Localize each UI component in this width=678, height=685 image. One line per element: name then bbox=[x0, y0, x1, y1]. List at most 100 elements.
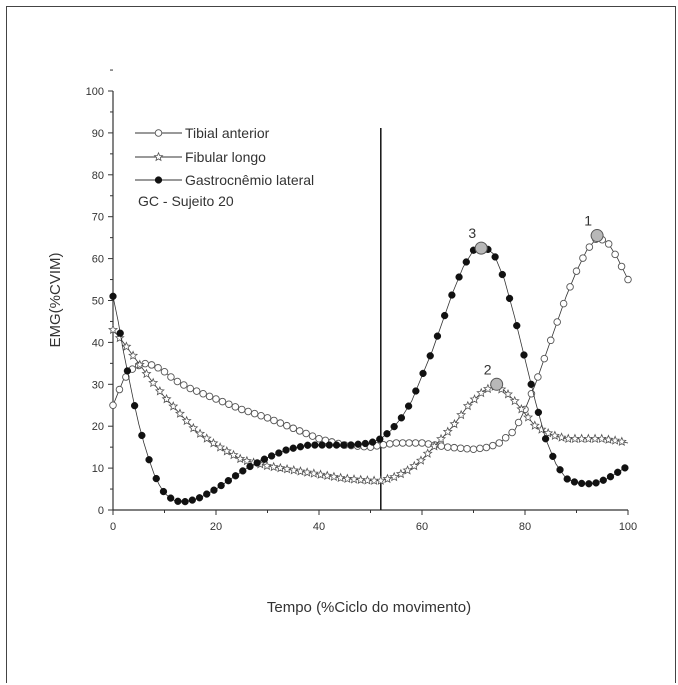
x-tick-label: 60 bbox=[416, 521, 428, 533]
data-point bbox=[289, 444, 297, 452]
x-tick-label: 40 bbox=[313, 521, 325, 533]
data-point bbox=[322, 470, 333, 480]
data-point bbox=[375, 475, 386, 485]
data-point bbox=[397, 414, 406, 422]
data-point bbox=[523, 412, 534, 422]
data-point bbox=[540, 354, 549, 363]
data-point bbox=[563, 475, 571, 483]
data-point bbox=[250, 409, 259, 418]
data-point bbox=[398, 439, 407, 447]
peak-label: 3 bbox=[468, 225, 476, 241]
data-point bbox=[195, 428, 206, 438]
x-tick-label: 80 bbox=[519, 521, 531, 533]
data-point bbox=[424, 440, 433, 448]
data-point bbox=[180, 381, 188, 389]
x-tick-label: 20 bbox=[210, 521, 222, 533]
data-point bbox=[529, 420, 540, 430]
data-point bbox=[148, 377, 159, 388]
data-point bbox=[159, 487, 168, 496]
data-point bbox=[315, 435, 323, 443]
data-point bbox=[335, 472, 346, 483]
data-point bbox=[115, 385, 124, 394]
data-point bbox=[263, 414, 272, 422]
data-point bbox=[534, 373, 542, 381]
data-point bbox=[382, 473, 393, 484]
data-point bbox=[402, 465, 413, 475]
data-point bbox=[516, 403, 527, 414]
data-point bbox=[527, 380, 535, 388]
data-point bbox=[603, 434, 614, 444]
peak-marker bbox=[590, 229, 604, 243]
data-point bbox=[462, 400, 473, 411]
data-point bbox=[389, 471, 400, 482]
data-point bbox=[192, 387, 201, 395]
data-point bbox=[495, 439, 504, 447]
data-point bbox=[450, 443, 458, 452]
data-point bbox=[376, 435, 384, 443]
data-point bbox=[130, 402, 139, 410]
data-point bbox=[476, 387, 487, 398]
data-point bbox=[349, 474, 359, 484]
y-tick-label: 50 bbox=[92, 296, 104, 308]
data-point bbox=[138, 431, 146, 440]
data-point bbox=[624, 275, 632, 284]
data-point bbox=[476, 444, 484, 453]
y-tick-label: 60 bbox=[92, 254, 104, 266]
data-point bbox=[419, 369, 427, 378]
data-point bbox=[549, 430, 560, 440]
legend-note: GC - Sujeito 20 bbox=[138, 193, 234, 209]
data-point bbox=[583, 433, 594, 444]
data-point bbox=[621, 464, 629, 472]
data-point bbox=[436, 433, 447, 444]
data-point bbox=[295, 466, 306, 476]
data-point bbox=[325, 441, 333, 449]
data-point bbox=[160, 367, 169, 376]
data-point bbox=[543, 427, 554, 438]
data-point bbox=[268, 461, 279, 472]
data-point bbox=[355, 474, 366, 485]
data-point bbox=[215, 442, 226, 452]
data-point bbox=[503, 389, 513, 399]
data-point bbox=[167, 494, 175, 502]
data-point bbox=[556, 466, 564, 474]
data-point bbox=[282, 463, 293, 474]
data-point bbox=[606, 473, 615, 481]
data-point bbox=[498, 270, 506, 279]
data-point bbox=[253, 459, 261, 467]
data-point bbox=[514, 418, 523, 427]
data-point bbox=[441, 311, 449, 320]
data-point bbox=[422, 448, 433, 458]
data-point bbox=[154, 364, 162, 372]
data-point bbox=[563, 433, 574, 444]
data-point bbox=[369, 475, 380, 485]
legend-marker bbox=[154, 129, 163, 137]
data-point bbox=[415, 455, 426, 465]
data-point bbox=[260, 455, 269, 463]
data-point bbox=[566, 283, 574, 291]
data-point bbox=[469, 394, 480, 404]
data-point bbox=[442, 426, 453, 437]
data-point bbox=[302, 429, 310, 438]
series-group bbox=[108, 235, 632, 506]
data-point bbox=[569, 433, 580, 444]
data-point bbox=[173, 377, 182, 386]
data-point bbox=[610, 435, 621, 445]
data-point bbox=[308, 468, 319, 478]
legend-marker bbox=[154, 176, 163, 184]
peak-marker bbox=[490, 377, 504, 391]
data-point bbox=[449, 418, 460, 429]
data-point bbox=[611, 250, 619, 259]
data-point bbox=[412, 387, 420, 395]
series-3 bbox=[109, 243, 629, 506]
legend-label: Fibular longo bbox=[185, 149, 266, 165]
x-tick-label: 100 bbox=[619, 521, 637, 533]
y-tick-label: 80 bbox=[92, 170, 104, 182]
data-point bbox=[489, 441, 497, 450]
data-point bbox=[302, 467, 313, 477]
data-point bbox=[145, 456, 153, 464]
data-point bbox=[231, 403, 240, 411]
data-point bbox=[181, 415, 192, 426]
data-point bbox=[513, 321, 521, 330]
data-point bbox=[386, 440, 394, 448]
data-point bbox=[218, 397, 227, 406]
